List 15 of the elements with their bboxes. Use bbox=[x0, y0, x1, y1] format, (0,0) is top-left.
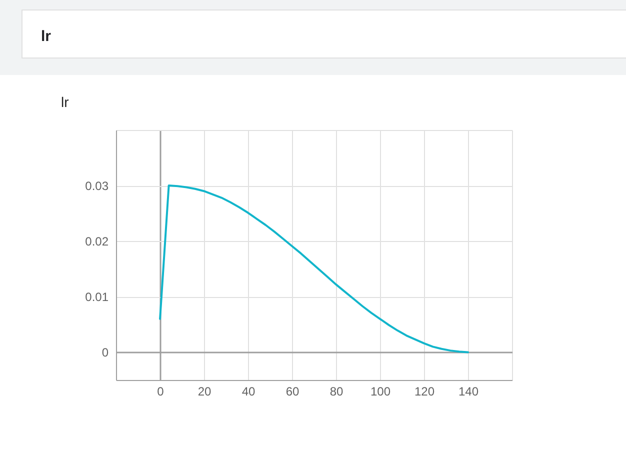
x-tick-label: 40 bbox=[242, 384, 256, 398]
x-tick-label: 20 bbox=[198, 384, 212, 398]
x-tick-label: 140 bbox=[458, 384, 479, 398]
y-tick-label: 0.01 bbox=[85, 290, 109, 304]
line-series bbox=[159, 184, 469, 354]
x-tick-label: 120 bbox=[414, 384, 435, 398]
x-tick-label: 80 bbox=[330, 384, 344, 398]
y-tick-label: 0 bbox=[102, 346, 109, 360]
y-tick-label: 0.02 bbox=[85, 234, 109, 249]
x-tick-label: 100 bbox=[370, 384, 391, 398]
chart-subtitle: lr bbox=[61, 94, 70, 110]
x-tick-label: 0 bbox=[157, 384, 164, 398]
x-tick-label: 60 bbox=[286, 384, 300, 398]
y-tick-label: 0.03 bbox=[85, 179, 109, 194]
chart-title: lr bbox=[41, 28, 52, 45]
